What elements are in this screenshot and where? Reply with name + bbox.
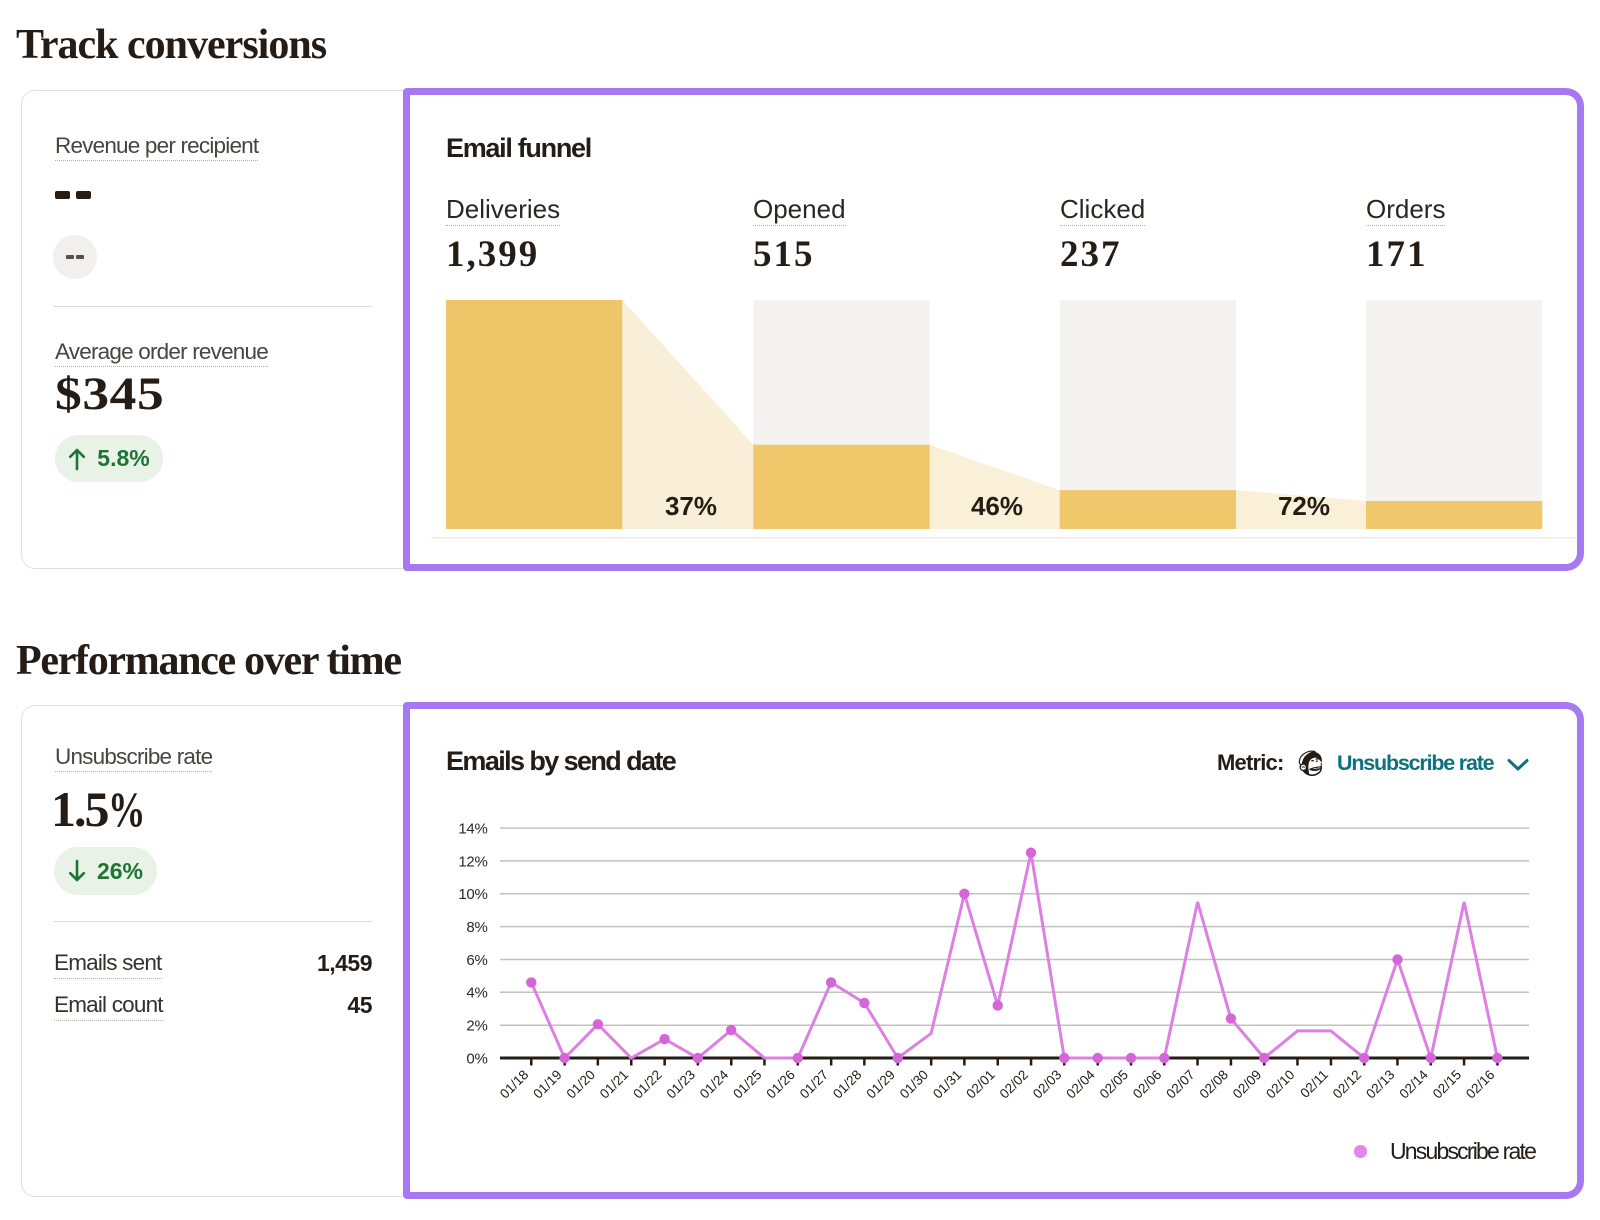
svg-text:01/30: 01/30	[897, 1067, 932, 1102]
svg-text:01/31: 01/31	[930, 1067, 965, 1102]
svg-text:02/15: 02/15	[1430, 1067, 1465, 1102]
svg-text:2%: 2%	[466, 1018, 487, 1035]
svg-text:10%: 10%	[458, 886, 487, 903]
svg-text:02/12: 02/12	[1330, 1067, 1365, 1102]
svg-text:46%: 46%	[971, 491, 1023, 521]
svg-text:02/08: 02/08	[1197, 1067, 1232, 1102]
svg-text:4%: 4%	[466, 985, 487, 1002]
svg-text:8%: 8%	[466, 919, 487, 936]
svg-text:14%: 14%	[458, 821, 487, 838]
svg-text:02/04: 02/04	[1063, 1067, 1098, 1102]
svg-text:01/20: 01/20	[564, 1067, 599, 1102]
svg-text:02/10: 02/10	[1263, 1067, 1298, 1102]
svg-text:6%: 6%	[466, 952, 487, 969]
svg-text:02/11: 02/11	[1297, 1067, 1331, 1101]
svg-text:37%: 37%	[665, 491, 717, 521]
svg-text:01/18: 01/18	[497, 1067, 532, 1102]
svg-text:01/27: 01/27	[797, 1067, 832, 1102]
svg-text:01/23: 01/23	[664, 1067, 699, 1102]
svg-text:01/19: 01/19	[530, 1067, 565, 1102]
svg-text:02/16: 02/16	[1463, 1067, 1498, 1102]
svg-text:02/02: 02/02	[997, 1067, 1032, 1102]
svg-text:01/26: 01/26	[763, 1067, 798, 1102]
svg-text:02/05: 02/05	[1097, 1067, 1132, 1102]
svg-text:72%: 72%	[1278, 491, 1330, 521]
svg-text:01/25: 01/25	[730, 1067, 765, 1102]
svg-text:01/22: 01/22	[630, 1067, 665, 1102]
svg-text:0%: 0%	[466, 1050, 487, 1067]
svg-text:02/03: 02/03	[1030, 1067, 1065, 1102]
svg-text:02/06: 02/06	[1130, 1067, 1165, 1102]
svg-text:02/13: 02/13	[1363, 1067, 1398, 1102]
svg-text:12%: 12%	[458, 853, 487, 870]
svg-text:01/24: 01/24	[697, 1067, 732, 1102]
svg-text:02/09: 02/09	[1230, 1067, 1265, 1102]
svg-text:01/29: 01/29	[863, 1067, 898, 1102]
svg-text:01/28: 01/28	[830, 1067, 865, 1102]
svg-text:02/01: 02/01	[963, 1067, 998, 1102]
svg-text:02/07: 02/07	[1163, 1067, 1198, 1102]
svg-text:01/21: 01/21	[597, 1067, 632, 1102]
svg-text:02/14: 02/14	[1396, 1067, 1431, 1102]
